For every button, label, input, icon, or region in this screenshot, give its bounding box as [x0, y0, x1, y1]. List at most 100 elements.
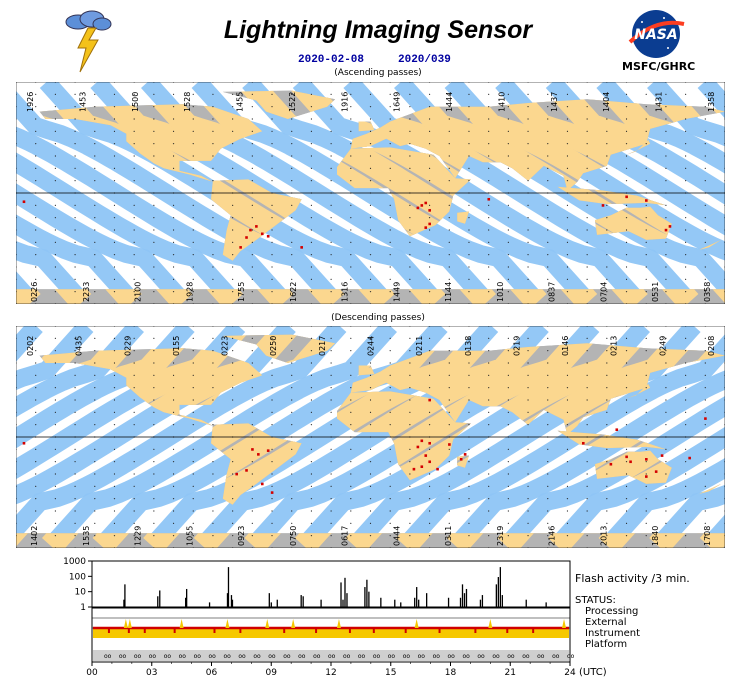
- platform-mark: oo: [552, 653, 560, 660]
- activity-title: Flash activity /3 min.: [575, 572, 690, 585]
- activity-bar: [300, 595, 302, 607]
- platform-mark: oo: [238, 653, 246, 660]
- instrument-event-mark: [315, 629, 318, 633]
- flash-mark: [257, 453, 260, 456]
- platform-mark: oo: [358, 653, 366, 660]
- doy-label: 2020/039: [398, 54, 451, 66]
- ascending-label: (Ascending passes): [334, 68, 422, 78]
- bottom-pass-time: 1755: [237, 282, 246, 302]
- flash-mark: [260, 232, 264, 236]
- instrument-event-mark: [474, 629, 477, 633]
- external-event-mark: [179, 619, 184, 628]
- flash-mark: [645, 458, 648, 461]
- flash-mark: [235, 472, 238, 476]
- bottom-pass-time: 1316: [341, 282, 350, 302]
- top-pass-time: 1437: [550, 92, 559, 112]
- platform-mark: oo: [477, 653, 485, 660]
- descending-label: (Descending passes): [331, 313, 425, 323]
- top-pass-time: 1453: [78, 92, 87, 112]
- activity-bar: [463, 593, 466, 607]
- top-pass-time: 1522: [288, 92, 297, 112]
- bottom-pass-time: 0444: [392, 526, 401, 546]
- x-axis-unit: (UTC): [579, 667, 607, 678]
- platform-mark: oo: [194, 653, 202, 660]
- platform-mark: oo: [343, 653, 351, 660]
- bottom-pass-time: 2013: [599, 526, 608, 546]
- flash-mark: [420, 204, 424, 207]
- status-platform: Platform: [585, 639, 627, 650]
- instrument-event-mark: [213, 629, 216, 633]
- activity-bar: [459, 597, 462, 607]
- platform-mark: oo: [223, 653, 231, 660]
- activity-bar: [268, 593, 270, 607]
- flash-mark: [251, 448, 254, 451]
- activity-bar: [157, 596, 159, 607]
- flash-mark: [645, 199, 648, 202]
- external-event-mark: [336, 619, 341, 628]
- y-tick-label: 1000: [63, 557, 86, 567]
- activity-plot-frame: [91, 560, 571, 608]
- top-pass-time: 0219: [512, 336, 521, 356]
- ascending-map: 1926 1453 1500 1528 1455 1522 1916 1649 1444 1410…: [16, 82, 725, 304]
- top-pass-time: 0213: [610, 336, 619, 356]
- activity-bar: [231, 599, 234, 607]
- bottom-pass-time: 1449: [392, 282, 401, 302]
- flash-mark: [424, 226, 428, 229]
- flash-mark: [428, 398, 431, 402]
- platform-mark: oo: [492, 653, 500, 660]
- instrument-event-mark: [438, 629, 441, 633]
- bottom-pass-time: 1928: [185, 282, 194, 302]
- external-event-mark: [123, 619, 128, 628]
- bottom-pass-time: 1055: [185, 526, 194, 546]
- activity-bar: [481, 595, 484, 607]
- bottom-pass-time: 2100: [134, 282, 143, 302]
- top-pass-time: 1528: [183, 92, 192, 112]
- flash-mark: [412, 467, 416, 471]
- bottom-pass-time: 1622: [289, 282, 298, 302]
- activity-bar: [525, 599, 527, 607]
- top-pass-time: 0208: [707, 336, 716, 356]
- top-pass-time: 1500: [131, 92, 140, 112]
- flash-mark: [654, 470, 658, 473]
- platform-mark: oo: [283, 653, 291, 660]
- top-pass-time: 0155: [172, 336, 181, 356]
- activity-bar: [346, 593, 348, 607]
- flash-mark: [645, 475, 648, 478]
- activity-bar: [366, 579, 368, 607]
- flash-mark: [459, 458, 463, 461]
- bottom-pass-time: 0837: [548, 282, 557, 302]
- instrument-event-mark: [372, 629, 375, 633]
- flash-activity-chart: 1000 100 10 1 Flash activity /3 min. STATUS…: [63, 557, 690, 678]
- nasa-text: NASA: [634, 27, 677, 43]
- bottom-pass-time: 0923: [237, 526, 246, 546]
- platform-mark: oo: [403, 653, 411, 660]
- flash-mark: [660, 454, 664, 457]
- instrument-event-mark: [404, 629, 407, 633]
- bottom-pass-time: 1144: [444, 282, 453, 302]
- bottom-pass-time: 1402: [30, 526, 39, 546]
- flash-mark: [601, 204, 605, 207]
- flash-mark: [428, 222, 431, 226]
- activity-bar: [368, 591, 370, 607]
- bottom-pass-time: 0531: [651, 282, 660, 302]
- flash-mark: [420, 439, 424, 443]
- bottom-pass-time: 2233: [82, 282, 91, 302]
- flash-mark: [424, 201, 428, 205]
- platform-mark: oo: [418, 653, 426, 660]
- bottom-pass-time: 1708: [703, 526, 712, 546]
- bottom-pass-time: 2319: [496, 526, 505, 546]
- x-tick-label: 18: [445, 668, 457, 678]
- bottom-pass-time: 0226: [30, 282, 39, 302]
- top-pass-time: 0146: [561, 336, 570, 356]
- activity-bar: [400, 602, 402, 607]
- platform-mark: oo: [104, 653, 112, 660]
- instrument-event-mark: [532, 629, 535, 633]
- platform-mark: oo: [433, 653, 441, 660]
- flash-mark: [609, 462, 613, 466]
- activity-bar: [426, 593, 428, 607]
- flash-mark: [266, 234, 270, 238]
- activity-bar: [495, 584, 498, 607]
- descending-map: 0202 0435 0229 0155 0223 0250 0217 0244 0211 0138…: [16, 326, 725, 548]
- top-pass-time: 1358: [707, 92, 716, 112]
- external-event-mark: [414, 619, 419, 628]
